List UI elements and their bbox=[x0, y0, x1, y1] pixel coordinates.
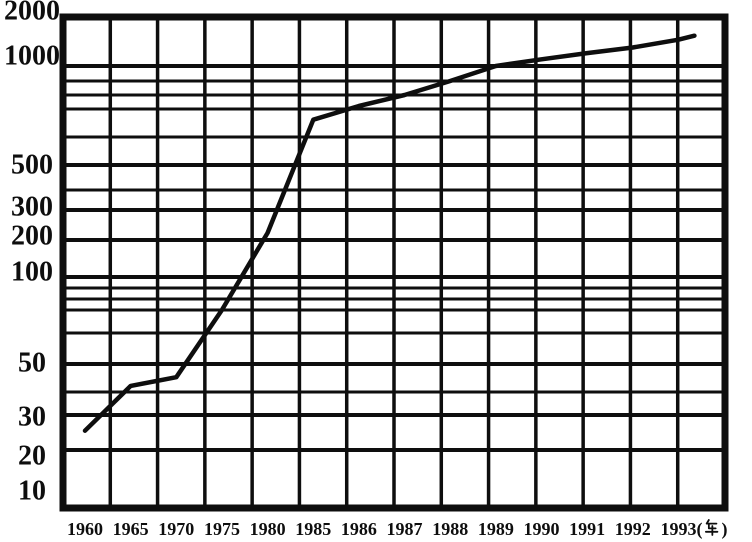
y-tick-label-1000: 1000 bbox=[4, 41, 60, 72]
x-tick-label-7: 1987 bbox=[387, 519, 423, 539]
x-tick-label-8: 1988 bbox=[432, 519, 468, 539]
x-tick-label-suffix-paren: ) bbox=[721, 519, 727, 540]
x-tick-label-9: 1989 bbox=[478, 519, 514, 539]
y-tick-label-300: 300 bbox=[11, 192, 53, 223]
y-tick-label-30: 30 bbox=[18, 402, 46, 433]
x-tick-label-0: 1960 bbox=[67, 519, 103, 539]
plot-border bbox=[59, 13, 729, 512]
x-tick-label-4: 1980 bbox=[250, 519, 286, 539]
year-character-glyph bbox=[704, 519, 719, 536]
x-tick-label-6: 1986 bbox=[341, 519, 377, 539]
data-line-plotted-curve bbox=[82, 33, 697, 433]
x-tick-label-5: 1985 bbox=[295, 519, 331, 539]
y-tick-label-10: 10 bbox=[18, 476, 46, 507]
x-tick-label-3: 1975 bbox=[204, 519, 240, 539]
x-tick-label-10: 1990 bbox=[524, 519, 560, 539]
x-tick-label-2: 1970 bbox=[158, 519, 194, 539]
x-tick-label-1: 1965 bbox=[113, 519, 149, 539]
y-tick-label-2000: 2000 bbox=[4, 0, 60, 27]
y-tick-label-200: 200 bbox=[11, 221, 53, 252]
y-tick-label-50: 50 bbox=[18, 348, 46, 379]
y-tick-label-20: 20 bbox=[18, 441, 46, 472]
x-tick-label-11: 1991 bbox=[569, 519, 605, 539]
y-tick-label-500: 500 bbox=[11, 150, 53, 181]
year-character-strokes bbox=[704, 519, 719, 536]
y-tick-label-100: 100 bbox=[11, 257, 53, 288]
x-tick-label-12: 1992 bbox=[615, 519, 651, 539]
x-tick-label-13: 1993( bbox=[660, 519, 702, 540]
